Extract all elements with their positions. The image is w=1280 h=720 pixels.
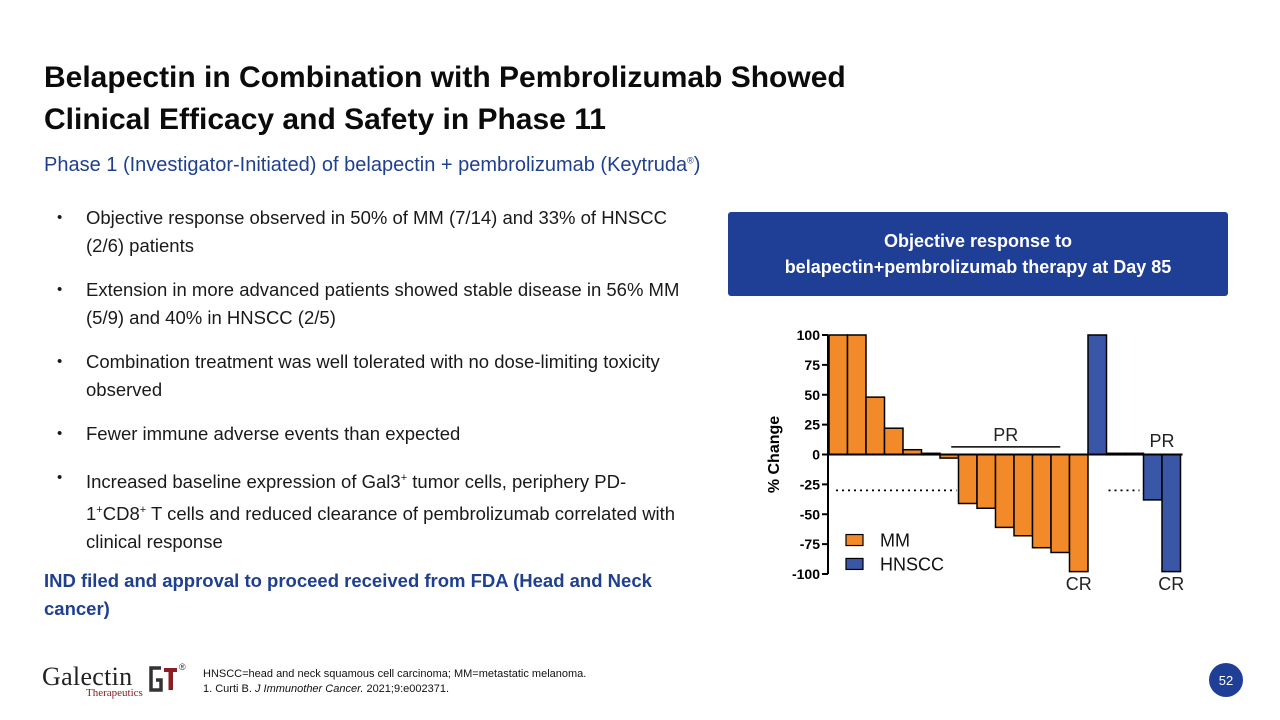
mm-bar: [957, 453, 978, 505]
y-axis-label: % Change: [766, 416, 783, 493]
footnote-ref-journal: J Immunother Cancer.: [254, 683, 364, 695]
legend-swatch-hnscc: [845, 557, 864, 571]
footnote-abbrev: HNSCC=head and neck squamous cell carcin…: [203, 668, 587, 680]
mm-bar: [828, 334, 849, 456]
superscript-plus: +: [139, 504, 147, 517]
chart-header-line-2: belapectin+pembrolizumab therapy at Day …: [784, 257, 1172, 277]
bullet-dot: •: [57, 425, 63, 442]
bullet-dot: •: [57, 281, 63, 298]
y-tick-label: 25: [804, 417, 820, 433]
mm-bar: [1013, 453, 1034, 537]
mm-bar: [976, 453, 997, 510]
bullet-item: • Extension in more advanced patients sho…: [44, 276, 684, 332]
legend-swatch-mm: [845, 533, 864, 547]
bullet-text: T cells and reduced clearance of pembrol…: [86, 503, 676, 553]
logo-gt-icon: [147, 664, 179, 694]
superscript-plus: +: [96, 504, 103, 517]
footnote-ref-citation: 2021;9:e002371.: [363, 683, 450, 695]
subtitle-close: ): [693, 154, 701, 176]
y-tick-label: -25: [800, 476, 820, 492]
y-tick-label: 100: [797, 327, 821, 343]
logo-wordmark: Galectin: [42, 662, 133, 691]
superscript-plus: +: [400, 472, 408, 484]
bullet-text: tumor cells, periphery PD-1: [86, 471, 627, 525]
logo-registered: ®: [179, 662, 186, 672]
y-tick-label: -75: [800, 536, 820, 552]
y-tick-label: -100: [792, 566, 820, 582]
hnscc-bar: [1142, 453, 1163, 501]
bullet-text: Increased baseline expression of Gal3: [86, 471, 401, 493]
hnscc-bar: [1161, 453, 1182, 573]
registered-mark: ®: [687, 155, 694, 166]
bullet-text: Extension in more advanced patients show…: [86, 279, 680, 328]
bullet-text: CD8: [102, 503, 140, 525]
bullet-item: • Combination treatment was well tolerate…: [44, 348, 684, 404]
company-logo: Galectin Therapeutics ®: [42, 662, 192, 702]
bullet-dot: •: [57, 353, 63, 370]
mm-bar: [865, 396, 886, 456]
subtitle: Phase 1 (Investigator-Initiated) of bela…: [44, 154, 700, 177]
bullet-item: • Increased baseline expression of Gal3+ …: [44, 464, 684, 556]
legend-label-hnscc: HNSCC: [880, 554, 944, 574]
mm-bar: [1050, 453, 1071, 554]
bullet-text: Objective response observed in 50% of MM…: [86, 207, 667, 256]
cr-label-mm: CR: [1066, 574, 1092, 594]
page-number-badge: 52: [1209, 663, 1243, 697]
y-tick-label: -50: [800, 506, 820, 522]
bullet-item: • Objective response observed in 50% of M…: [44, 204, 684, 260]
bullet-item: • Fewer immune adverse events than expect…: [44, 420, 684, 448]
footnote-reference: 1. Curti B. J Immunother Cancer. 2021;9:…: [203, 682, 586, 697]
bullet-dot: •: [57, 469, 63, 486]
bullet-text: Combination treatment was well tolerated…: [86, 351, 660, 400]
footnote-ref-author: 1. Curti B.: [203, 683, 255, 695]
y-tick-label: 50: [804, 387, 820, 403]
pr-label-hnscc: PR: [1149, 431, 1174, 451]
mm-bar: [1031, 453, 1052, 549]
chart-header-line-1: Objective response to: [883, 231, 1073, 251]
waterfall-chart: 100 75 50 25 0 -25 -50 -75 -100 % Change PR PR CR CR M…: [766, 327, 1184, 594]
hnscc-bar: [1087, 334, 1108, 456]
mm-bar: [1068, 453, 1089, 573]
footnotes: HNSCC=head and neck squamous cell carcin…: [203, 667, 586, 697]
mm-bar: [883, 427, 904, 456]
pr-label-mm: PR: [993, 425, 1018, 445]
cr-label-hnscc: CR: [1158, 574, 1184, 594]
legend-label-mm: MM: [880, 531, 910, 551]
logo-subtitle: Therapeutics: [86, 687, 143, 699]
ind-callout: IND filed and approval to proceed receiv…: [44, 570, 652, 619]
chart-header-box: Objective response to belapectin+pembrol…: [728, 212, 1228, 296]
bullet-list: • Objective response observed in 50% of M…: [44, 204, 684, 572]
subtitle-text: Phase 1 (Investigator-Initiated) of bela…: [44, 154, 688, 176]
mm-bar: [846, 334, 867, 456]
title-line-1: Belapectin in Combination with Pembroliz…: [44, 61, 846, 94]
bullet-dot: •: [57, 209, 63, 226]
page-title: Belapectin in Combination with Pembroliz…: [44, 57, 1004, 141]
y-tick-label: 75: [804, 357, 820, 373]
bullet-text: Fewer immune adverse events than expecte…: [86, 423, 461, 444]
y-tick-label: 0: [812, 447, 820, 463]
title-line-2: Clinical Efficacy and Safety in Phase 11: [44, 103, 606, 136]
mm-bar: [994, 453, 1015, 529]
